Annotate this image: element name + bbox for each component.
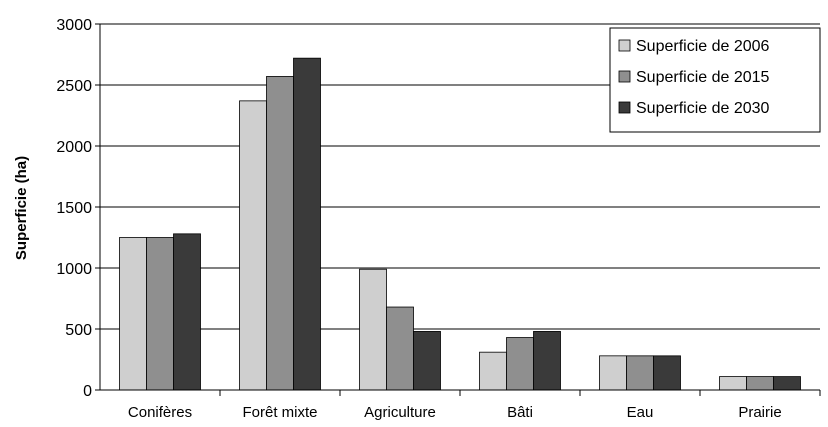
legend-swatch (618, 70, 631, 83)
y-tick-label: 0 (83, 383, 92, 400)
bar (119, 237, 147, 391)
bar (626, 355, 654, 391)
bar (239, 100, 267, 391)
x-tick-label: Forêt mixte (242, 404, 317, 421)
y-axis-label: Superficie (ha) (13, 156, 30, 260)
bar (413, 331, 441, 391)
legend-entry: Superficie de 2030 (636, 100, 770, 117)
bar (506, 337, 534, 391)
legend: Superficie de 2006 Superficie de 2015 Supe… (609, 27, 821, 133)
bar (746, 376, 774, 391)
y-tick-label: 500 (65, 322, 92, 339)
legend-swatch (618, 39, 631, 52)
y-tick-label: 1500 (56, 200, 92, 217)
x-tick-label: Prairie (738, 404, 781, 421)
legend-swatch (618, 101, 631, 114)
y-tick-label: 3000 (56, 17, 92, 34)
bar (266, 76, 294, 391)
bar (293, 57, 321, 391)
bar (653, 355, 681, 391)
bar (773, 376, 801, 391)
legend-box (609, 27, 821, 133)
y-tick-label: 2000 (56, 139, 92, 156)
gridlines (100, 23, 820, 330)
bar (479, 351, 507, 391)
y-tick-label: 1000 (56, 261, 92, 278)
bars (119, 57, 801, 391)
legend-entry: Superficie de 2006 (636, 38, 770, 55)
bar (599, 355, 627, 391)
bar (533, 331, 561, 391)
x-tick-label: Agriculture (364, 404, 436, 421)
y-tick-label: 2500 (56, 78, 92, 95)
x-tick-label: Bâti (507, 404, 533, 421)
bar (386, 306, 414, 391)
bar (146, 237, 174, 391)
x-tick-label: Eau (627, 404, 654, 421)
x-tick-labels: Conifères Forêt mixte Agriculture Bâti Eau Pr… (128, 390, 821, 421)
x-tick-label: Conifères (128, 404, 192, 421)
legend-entry: Superficie de 2015 (636, 69, 770, 86)
bar (173, 233, 201, 391)
bar (359, 268, 387, 391)
y-tick-labels: 0 500 1000 1500 2000 2500 3000 (56, 17, 100, 400)
bar (719, 376, 747, 391)
